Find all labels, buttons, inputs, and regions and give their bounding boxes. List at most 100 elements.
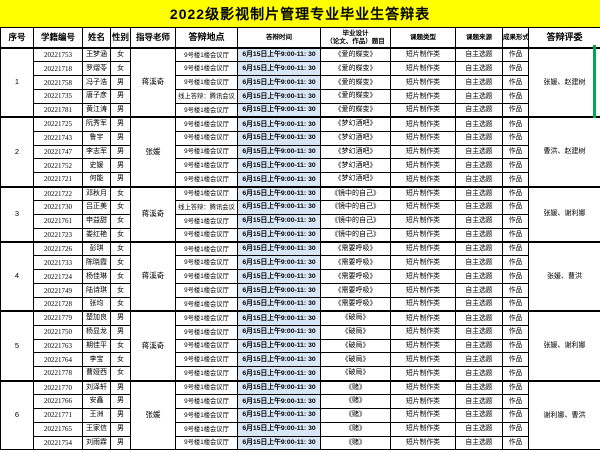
table-row: 3 20221722 邓秋月女蒋溪奇 9号楼1楼会议厅 6月15日上午9:00-11: … (0, 185, 600, 243)
topic-source-cell: 自主选题 (455, 324, 503, 340)
topic-type-cell: 短片制作类 (390, 407, 456, 423)
student-id-cell: 20221749 (33, 283, 83, 298)
topic-source-cell: 自主选题 (455, 185, 503, 201)
venue-cell: 9号楼1楼会议厅 (175, 172, 238, 188)
project-title-cell: 《梦幻酒吧》 (320, 130, 391, 146)
topic-source-cell: 自主选题 (455, 130, 503, 146)
topic-type-cell: 短片制作类 (390, 310, 456, 326)
time-cell: 6月15日上午9:00-11: 30 (237, 185, 321, 201)
defense-table: 序号 学籍编号 姓名 性别 指导老师 答辩地点 答辩时间 毕业设计 （论文、作品… (0, 27, 600, 450)
student-id-cell: 20221721 (33, 172, 83, 188)
topic-type-cell: 短片制作类 (390, 75, 456, 91)
student-id-cell: 20221724 (33, 269, 83, 285)
result-form-cell: 作品 (502, 255, 529, 271)
reviewers-cell: 张媛、曹洪 (528, 241, 600, 312)
time-cell: 6月15日上午9:00-11: 30 (237, 130, 321, 146)
time-cell: 6月15日上午9:00-11: 30 (237, 144, 321, 160)
student-id-cell: 20221754 (33, 435, 83, 450)
gender-cell: 女 (110, 47, 131, 63)
gender-cell: 男 (110, 102, 131, 118)
project-title-cell: 《梦幻酒吧》 (320, 116, 391, 132)
gender-cell: 男 (110, 393, 131, 409)
group-seq-cell: 1 (0, 46, 34, 118)
result-form-cell: 作品 (502, 213, 529, 229)
gender-cell: 女 (110, 366, 131, 382)
student-id-cell: 20221730 (33, 199, 83, 215)
table-row: 20221743 鲁宇男 9号楼1楼会议厅 6月15日上午9:00-11: 30 《梦幻… (1, 130, 600, 146)
col-header-topic-source: 课题来源 (455, 27, 503, 49)
advisor-cell: 蒋溪奇 (130, 241, 176, 312)
project-title-cell: 《赌》 (320, 379, 391, 395)
group-seq-cell: 2 (0, 116, 34, 188)
venue-cell: 9号楼1楼会议厅 (175, 296, 238, 312)
project-title-cell: 《破局》 (320, 366, 391, 382)
student-id-cell: 20221752 (33, 158, 83, 174)
time-cell: 6月15日上午9:00-11: 30 (237, 393, 321, 409)
venue-cell: 9号楼1楼会议厅 (175, 116, 238, 132)
venue-cell: 9号楼1楼会议厅 (175, 393, 238, 409)
topic-source-cell: 自主选题 (455, 227, 503, 243)
result-form-cell: 作品 (502, 227, 529, 243)
student-name-cell: 杨显龙 (82, 324, 111, 340)
reviewers-cell: 张媛、谢利娜 (528, 310, 600, 382)
topic-source-cell: 自主选题 (455, 144, 503, 160)
table-row: 20221754 刘雨霖男 9号楼1楼会议厅 6月15日上午9:00-11: 30 《赌… (1, 435, 600, 450)
student-name-cell: 杨佳琳 (82, 269, 111, 285)
topic-source-cell: 自主选题 (455, 352, 503, 368)
time-cell: 6月15日上午9:00-11: 30 (237, 435, 321, 450)
venue-cell: 9号楼1楼会议厅 (175, 185, 238, 201)
project-title-cell: 《镜中的自己》 (320, 185, 391, 201)
student-id-cell: 20221726 (33, 241, 83, 257)
venue-cell: 9号楼1楼会议厅 (175, 435, 238, 450)
time-cell: 6月15日上午9:00-11: 30 (237, 324, 321, 340)
topic-source-cell: 自主选题 (455, 435, 503, 450)
table-row: 20221749 陆诗琪女 9号楼1楼会议厅 6月15日上午9:00-11: 30 《需… (1, 283, 600, 298)
project-title-cell: 《破局》 (320, 338, 391, 354)
time-cell: 6月15日上午9:00-11: 30 (237, 102, 321, 118)
time-cell: 6月15日上午9:00-11: 30 (237, 241, 321, 257)
table-row: 20221735 唐子彦男 线上答辩：腾讯会议 6月15日上午9:00-11: 30 《… (1, 89, 600, 104)
gender-cell: 女 (110, 213, 131, 229)
topic-source-cell: 自主选题 (455, 199, 503, 215)
time-cell: 6月15日上午9:00-11: 30 (237, 269, 321, 285)
project-title-cell: 《爱的蝶变》 (320, 61, 391, 77)
time-cell: 6月15日上午9:00-11: 30 (237, 172, 321, 188)
time-cell: 6月15日上午9:00-11: 30 (237, 338, 321, 354)
venue-cell: 9号楼1楼会议厅 (175, 75, 238, 91)
venue-cell: 9号楼1楼会议厅 (175, 255, 238, 271)
table-body: 1 20221753 王梦涵女蒋溪奇 9号楼1楼会议厅 6月15日上午9:00-11: … (0, 46, 600, 450)
table-row: 20221781 黄江涛男 9号楼1楼会议厅 6月15日上午9:00-11: 30 《爱… (1, 102, 600, 118)
topic-source-cell: 自主选题 (455, 158, 503, 174)
venue-cell: 9号楼1楼会议厅 (175, 421, 238, 437)
table-row: 4 20221726 彭琪女蒋溪奇 9号楼1楼会议厅 6月15日上午9:00-11: 3… (0, 241, 600, 312)
gender-cell: 男 (110, 144, 131, 160)
venue-cell: 9号楼1楼会议厅 (175, 283, 238, 298)
page-break-line (593, 45, 596, 118)
result-form-cell: 作品 (502, 310, 529, 326)
student-id-cell: 20221735 (33, 89, 83, 104)
table-row: 5 20221779 楚加良男蒋溪奇 9号楼1楼会议厅 6月15日上午9:00-11: … (0, 310, 600, 382)
topic-source-cell: 自主选题 (455, 61, 503, 77)
student-name-cell: 黄江涛 (82, 102, 111, 118)
result-form-cell: 作品 (502, 158, 529, 174)
student-id-cell: 20221723 (33, 227, 83, 243)
time-cell: 6月15日上午9:00-11: 30 (237, 296, 321, 312)
time-cell: 6月15日上午9:00-11: 30 (237, 47, 321, 63)
result-form-cell: 作品 (502, 407, 529, 423)
col-header-reviewers: 答辩评委 (528, 27, 600, 49)
venue-cell: 9号楼1楼会议厅 (175, 213, 238, 229)
time-cell: 6月15日上午9:00-11: 30 (237, 227, 321, 243)
reviewers-cell: 张媛、赵建树 (528, 46, 600, 118)
topic-source-cell: 自主选题 (455, 296, 503, 312)
project-title-cell: 《梦幻酒吧》 (320, 144, 391, 160)
table-row: 20221721 何能男 9号楼1楼会议厅 6月15日上午9:00-11: 30 《梦幻… (1, 172, 600, 188)
table-row: 20221718 罗熠苓女 9号楼1楼会议厅 6月15日上午9:00-11: 30 《爱… (1, 61, 600, 77)
topic-type-cell: 短片制作类 (390, 47, 456, 63)
result-form-cell: 作品 (502, 116, 529, 132)
col-header-result-form: 成果形式 (502, 27, 529, 49)
project-title-cell: 《破局》 (320, 310, 391, 326)
student-id-cell: 20221778 (33, 366, 83, 382)
project-title-cell: 《破局》 (320, 352, 391, 368)
result-form-cell: 作品 (502, 130, 529, 146)
